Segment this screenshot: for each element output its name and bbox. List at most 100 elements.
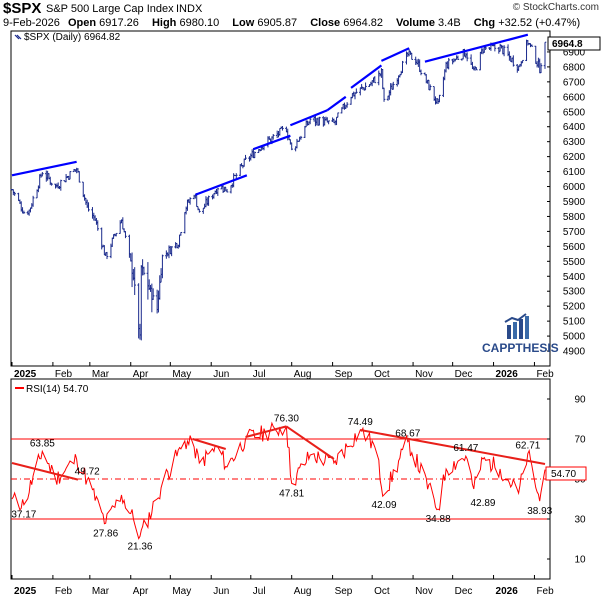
y-tick-label: 6000 (563, 182, 586, 193)
last-price-tag-text: 6964.8 (552, 39, 583, 50)
rsi-trendline (245, 425, 287, 438)
last-rsi-tag-box (545, 466, 587, 481)
rsi-annotation: 27.86 (93, 528, 118, 539)
quote-line: 9-Feb-2026 Open 6917.26 High 6980.10 Low… (3, 17, 590, 29)
y-tick-label: 5200 (563, 302, 586, 313)
price-title: $SPX (Daily) 6964.82 (14, 32, 121, 43)
last-rsi-tag: 54.70 (545, 466, 587, 481)
logo-text: CAPPTHESIS (482, 341, 559, 355)
price-title-swatch (14, 34, 20, 40)
x-tick-label: Aug (294, 586, 312, 597)
rsi-annotation: 76.30 (274, 413, 299, 424)
price-trendlines (11, 33, 529, 196)
rsi-annotation: 37.17 (11, 510, 36, 521)
y-tick-label: 6200 (563, 152, 586, 163)
y-tick-label: 10 (574, 555, 586, 566)
rsi-trendline (285, 425, 335, 460)
y-tick-label: 5900 (563, 197, 586, 208)
price-trendline (253, 134, 291, 151)
x-tick-label: 2025 (14, 586, 37, 597)
rsi-trendlines (11, 425, 546, 481)
x-tick-label: May (172, 369, 191, 380)
y-tick-label: 5600 (563, 242, 586, 253)
y-tick-label: 6300 (563, 137, 586, 148)
x-tick-label: Dec (455, 586, 473, 597)
rsi-series-line (11, 421, 546, 540)
x-tick-label: May (172, 586, 191, 597)
price-trendline (424, 33, 529, 63)
y-tick-label: 5400 (563, 272, 586, 283)
quote-low-label: Low (232, 17, 255, 29)
price-trendline (11, 160, 77, 177)
exchange: INDX (176, 3, 203, 15)
x-tick-label: 2026 (496, 586, 519, 597)
x-tick-label: Apr (133, 586, 149, 597)
rsi-annotation: 74.49 (348, 417, 373, 428)
y-tick-label: 70 (574, 435, 586, 446)
rsi-trendline (360, 429, 546, 465)
rsi-reference-lines (11, 438, 550, 520)
x-tick-label: 2025 (14, 369, 37, 380)
price-title-text: $SPX (Daily) 6964.82 (24, 32, 121, 43)
quote-open-value: 6917.26 (99, 17, 139, 29)
quote-close-value: 6964.82 (343, 17, 383, 29)
x-tick-label: Jul (253, 586, 266, 597)
x-tick-label: Apr (133, 369, 149, 380)
price-trendline (380, 47, 410, 62)
x-tick-label: Nov (415, 369, 433, 380)
quote-high: High 6980.10 (152, 17, 224, 29)
y-tick-label: 30 (574, 515, 586, 526)
x-tick-label: Oct (374, 369, 390, 380)
y-tick-label: 6500 (563, 107, 586, 118)
price-trendline (350, 64, 383, 89)
y-tick-label: 6800 (563, 62, 586, 73)
x-tick-label: Mar (92, 586, 110, 597)
x-tick-label: Feb (536, 369, 554, 380)
price-panel-frame (10, 30, 551, 367)
x-tick-label: Sep (335, 586, 353, 597)
rsi-annotation: 62.71 (515, 441, 540, 452)
price-x-axis: 2025 Feb Mar Apr May Jun Jul Aug Sep Oct Nov Dec 202… (11, 362, 554, 380)
quote-volume: Volume 3.4B (396, 17, 466, 29)
price-title-swatch-b (16, 34, 22, 40)
quote-close-label: Close (310, 17, 341, 29)
price-bars (10, 39, 547, 341)
x-tick-label: Nov (415, 586, 433, 597)
y-tick-label: 6700 (563, 77, 586, 88)
x-tick-label: Dec (455, 369, 473, 380)
rsi-line (11, 421, 546, 540)
rsi-title-text: RSI(14) 54.70 (26, 384, 89, 395)
x-tick-label: Feb (55, 586, 73, 597)
copyright[interactable]: © StockCharts.com (512, 2, 599, 13)
x-tick-label: Oct (374, 586, 390, 597)
y-tick-label: 5000 (563, 332, 586, 343)
y-tick-label: 5100 (563, 317, 586, 328)
price-panel: 4900 5000 5100 5200 5300 5400 5500 5600 5700 5800… (10, 30, 601, 380)
price-trendline (194, 174, 248, 196)
quote-open-label: Open (67, 17, 97, 29)
quote-close: Close 6964.82 (310, 17, 388, 29)
rsi-annotation: 34.88 (426, 514, 451, 525)
y-tick-label: 90 (574, 395, 586, 406)
x-tick-label: Jun (213, 369, 229, 380)
y-tick-label: 5800 (563, 212, 586, 223)
quote-change-label: Chg (473, 17, 496, 29)
rsi-annotation: 42.89 (470, 498, 495, 509)
y-tick-label: 5700 (563, 227, 586, 238)
rsi-annotation: 63.85 (30, 438, 55, 449)
rsi-annotation: 38.93 (527, 506, 552, 517)
quote-date: 9-Feb-2026 (3, 17, 60, 29)
index-name: S&P 500 Large Cap Index (46, 3, 174, 15)
x-tick-label: Feb (536, 586, 554, 597)
quote-low-value: 6905.87 (257, 17, 298, 29)
x-tick-label: 2026 (496, 369, 519, 380)
rsi-panel: 37.17 63.85 27.86 49.72 21.36 76.30 47.81 74.49… (10, 378, 587, 597)
rsi-annotation: 49.72 (75, 467, 100, 478)
price-trendline (289, 109, 328, 127)
rsi-annotations: 37.17 63.85 27.86 49.72 21.36 76.30 47.81 74.49… (11, 413, 552, 552)
quote-open: Open 6917.26 (68, 17, 144, 29)
rsi-annotation: 68.67 (395, 429, 420, 440)
cappthesis-logo: CAPPTHESIS (482, 313, 559, 355)
quote-high-label: High (151, 17, 177, 29)
quote-change: Chg +32.52 (+0.47%) (474, 17, 585, 29)
